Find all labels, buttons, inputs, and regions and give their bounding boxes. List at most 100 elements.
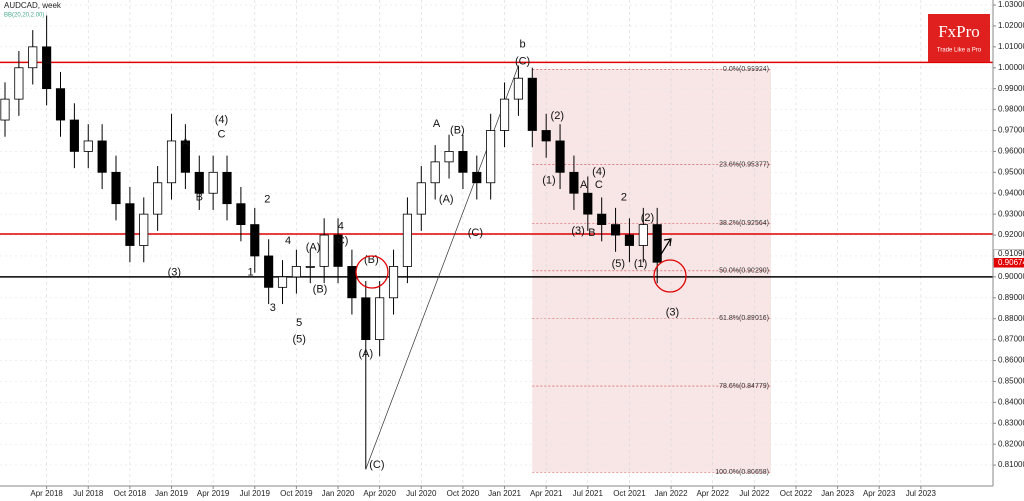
wave-label: (1) <box>542 175 555 187</box>
candle-body <box>222 171 232 205</box>
candle-body <box>250 224 260 257</box>
wave-label: (1) <box>634 258 647 270</box>
candle-body <box>125 203 135 246</box>
candle-body <box>139 213 149 246</box>
candle-body <box>499 98 510 131</box>
candle-body <box>83 140 93 152</box>
wave-label: (A) <box>358 348 373 360</box>
chart-title: AUDCAD, week <box>4 1 62 10</box>
candle-body <box>194 171 204 194</box>
y-tick-label: 1.03000 <box>998 0 1024 9</box>
x-tick-label: Jan 2020 <box>322 489 355 498</box>
wave-label: B <box>588 227 595 239</box>
wave-label: (5) <box>612 258 625 270</box>
wave-label: (2) <box>641 212 654 224</box>
y-tick-label: 1.02000 <box>998 21 1024 30</box>
wave-label: 2 <box>621 191 627 203</box>
price-box <box>993 258 1024 268</box>
candle-body <box>347 266 357 299</box>
candle-body <box>42 46 52 90</box>
wave-label: (5) <box>292 334 305 346</box>
wave-label: (A) <box>306 242 321 254</box>
x-tick-label: Apr 2021 <box>530 489 563 498</box>
fib-box <box>532 69 771 473</box>
candle-body <box>638 224 648 246</box>
candle-body <box>153 182 163 215</box>
candle-body <box>402 213 412 267</box>
candle-body <box>180 140 190 173</box>
candle-body <box>277 276 288 288</box>
wave-label: (3) <box>666 306 679 318</box>
wave-label: (B) <box>313 283 328 295</box>
wave-label: (3) <box>571 225 584 237</box>
fib-label: 78.6%(0.84779) <box>719 383 769 390</box>
chart-subtitle: BB(20,20,2.00) <box>4 13 44 19</box>
wave-label: C <box>217 129 225 141</box>
candle-body <box>472 171 482 184</box>
y-tick-label: 0.99000 <box>998 84 1024 93</box>
wave-label: (4) <box>592 166 605 178</box>
x-tick-label: Apr 2018 <box>30 489 63 498</box>
candle-body <box>333 234 343 267</box>
candle-body <box>55 88 66 121</box>
x-tick-label: Jan 2023 <box>821 489 854 498</box>
x-tick-label: Apr 2023 <box>863 489 896 498</box>
fib-label: 50.0%(0.90290) <box>719 268 769 275</box>
wave-label: C <box>595 179 603 191</box>
wave-label: (C) <box>333 235 348 247</box>
x-tick-label: Jul 2022 <box>739 489 770 498</box>
x-tick-label: Jan 2022 <box>655 489 688 498</box>
wave-label: 2 <box>264 193 270 205</box>
price-label: 0.90674 <box>998 258 1024 267</box>
wave-label: A <box>433 118 441 130</box>
fib-label: 100.0%(0.80658) <box>715 469 769 476</box>
wave-label: (2) <box>551 110 564 122</box>
candle-body <box>430 161 440 184</box>
logo-tagline: Trade Like a Pro <box>937 48 982 54</box>
candle-body <box>264 255 274 288</box>
candle-body <box>541 130 551 142</box>
x-tick-label: Oct 2018 <box>114 489 147 498</box>
x-tick-label: Jan 2021 <box>488 489 521 498</box>
candle-body <box>610 224 621 236</box>
candle-body <box>28 46 38 69</box>
candle-body <box>14 67 24 100</box>
wave-label: (C) <box>515 55 530 67</box>
x-tick-label: Jul 2020 <box>406 489 437 498</box>
wave-label: 4 <box>338 221 344 233</box>
candle-body <box>652 224 662 263</box>
fib-label: 38.2%(0.92564) <box>719 220 769 227</box>
candle-body <box>69 119 79 152</box>
highlight-circle <box>355 255 389 289</box>
candle-body <box>375 297 385 341</box>
candle-body <box>388 266 399 299</box>
candle-body <box>305 266 315 268</box>
x-tick-label: Apr 2019 <box>197 489 230 498</box>
wave-label: B <box>196 191 203 203</box>
x-tick-label: Jul 2021 <box>573 489 604 498</box>
wave-label: (B) <box>450 124 465 136</box>
candle-body <box>527 77 537 131</box>
wave-label: (C) <box>369 459 384 471</box>
candle-body <box>97 140 107 173</box>
candle-body <box>569 171 579 194</box>
candle-body <box>583 192 593 215</box>
wave-label: 4 <box>285 235 291 247</box>
candle-body <box>513 77 523 100</box>
x-tick-label: Jul 2018 <box>73 489 104 498</box>
candle-body <box>208 171 218 194</box>
wave-label: (4) <box>215 114 228 126</box>
wave-label: b <box>520 39 526 51</box>
